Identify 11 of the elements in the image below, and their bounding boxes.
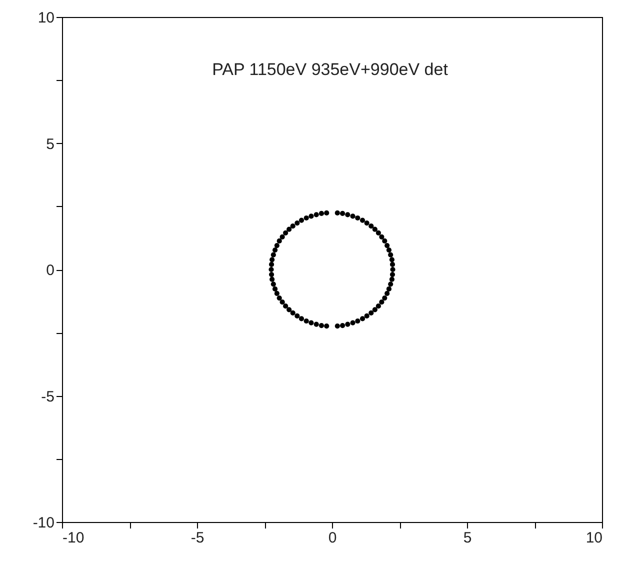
x-tick-label: -5 [190, 530, 204, 546]
x-tick-label: 5 [463, 530, 472, 546]
y-tick-label: -10 [32, 514, 54, 532]
x-tick-label: 10 [586, 530, 602, 546]
y-tick-label: 0 [46, 262, 54, 279]
x-tick-label: 0 [328, 530, 337, 546]
annotation: PAP 1150eV 935eV+990eV det [212, 60, 448, 79]
x-tick-label: -10 [62, 530, 84, 546]
y-tick-label: 10 [38, 10, 54, 26]
y-tick-label: -5 [41, 388, 54, 406]
y-tick-label: 5 [46, 136, 54, 153]
